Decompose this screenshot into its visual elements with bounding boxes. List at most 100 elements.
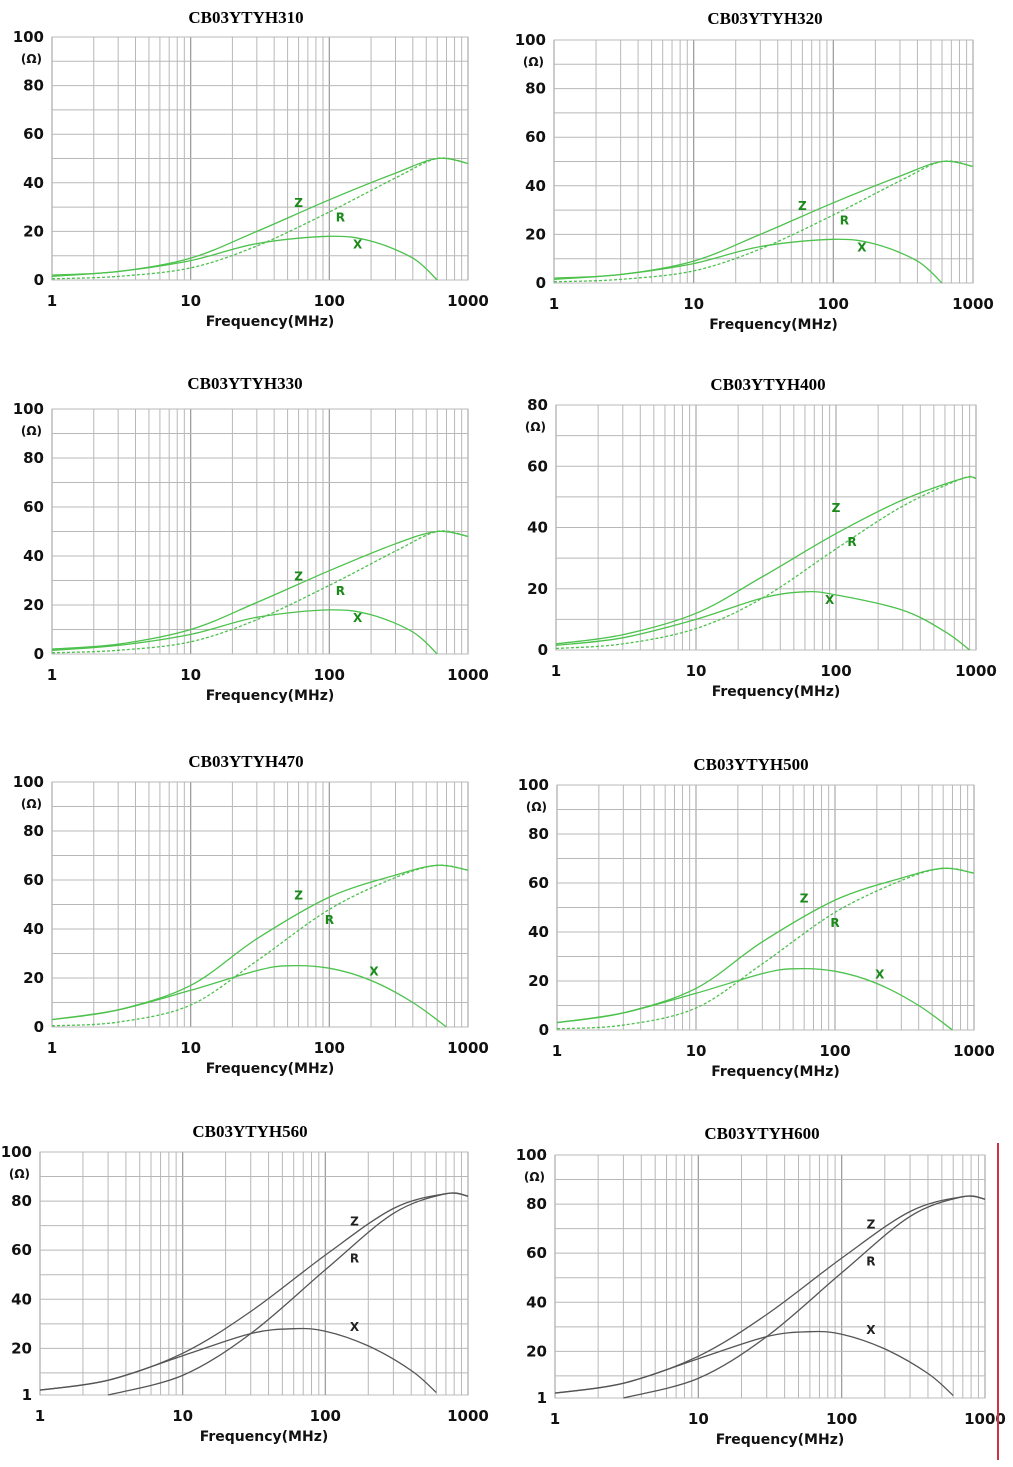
y-tick-label: 80 — [11, 1192, 32, 1210]
chart-8: CB03YTYH600 1 20 40 60 80 100 (Ω) 1 10 100 1000 Freq… — [516, 1124, 1006, 1448]
y-tick-label: 0 — [539, 1021, 549, 1039]
x-tick-label: 100 — [310, 1407, 341, 1425]
y-tick-label: 80 — [23, 77, 44, 95]
x-axis-label: Frequency(MHz) — [711, 1064, 840, 1080]
x-tick-label: 10 — [180, 292, 201, 310]
series-label-z: Z — [294, 570, 303, 584]
y-unit-label: (Ω) — [9, 1167, 30, 1181]
x-axis-label: Frequency(MHz) — [712, 684, 841, 700]
y-tick-label: 1 — [537, 1389, 547, 1407]
x-axis-label: Frequency(MHz) — [206, 1061, 335, 1077]
y-tick-label: 40 — [527, 519, 548, 537]
y-tick-label: 0 — [34, 1018, 44, 1036]
series-line-x — [51, 609, 438, 655]
series-line-x — [51, 964, 447, 1028]
series-label-z: Z — [832, 501, 841, 515]
series-line-r — [51, 530, 469, 654]
x-tick-label: 1 — [549, 295, 559, 313]
x-tick-label: 1000 — [964, 1410, 1006, 1428]
x-tick-label: 10 — [688, 1410, 709, 1428]
chart-title: CB03YTYH330 — [187, 374, 302, 393]
x-tick-label: 1 — [551, 662, 561, 680]
y-tick-label: 80 — [525, 80, 546, 98]
y-tick-label: 40 — [11, 1290, 32, 1308]
series-line-r — [51, 157, 469, 280]
y-tick-label: 0 — [536, 274, 546, 292]
chart-5: CB03YTYH470 0 20 40 60 80 100 (Ω) 1 10 100 1000 Freq… — [13, 752, 489, 1077]
y-tick-label: 60 — [23, 498, 44, 516]
plot-area — [39, 1151, 469, 1396]
series-line-x — [51, 235, 438, 281]
y-tick-label: 40 — [23, 547, 44, 565]
series-label-z: Z — [800, 892, 809, 906]
chart-3: CB03YTYH330 0 20 40 60 80 100 (Ω) 1 10 100 1000 Freq… — [13, 374, 489, 704]
y-tick-label: 40 — [525, 177, 546, 195]
series-label-z: Z — [294, 196, 303, 210]
series-label-r: R — [866, 1254, 875, 1268]
chart-1: CB03YTYH310 0 20 40 60 80 100 (Ω) 1 10 100 1000 Freq… — [13, 8, 489, 330]
x-tick-label: 1 — [47, 292, 57, 310]
y-tick-label: 20 — [23, 596, 44, 614]
x-tick-label: 1000 — [953, 1042, 995, 1060]
chart-title: CB03YTYH400 — [710, 375, 825, 394]
y-tick-label: 60 — [23, 871, 44, 889]
series-label-x: X — [353, 237, 363, 251]
x-tick-label: 1 — [35, 1407, 45, 1425]
series-label-r: R — [336, 584, 345, 598]
x-tick-label: 1000 — [447, 666, 489, 684]
chart-title: CB03YTYH320 — [707, 9, 822, 28]
series-line-r — [553, 160, 974, 283]
y-unit-label: (Ω) — [526, 800, 547, 814]
series-line-x — [554, 1330, 954, 1396]
x-tick-label: 1 — [47, 1039, 57, 1057]
x-tick-label: 10 — [683, 295, 704, 313]
x-tick-label: 1 — [552, 1042, 562, 1060]
y-unit-label: (Ω) — [21, 797, 42, 811]
y-tick-label: 60 — [11, 1241, 32, 1259]
x-axis-label: Frequency(MHz) — [716, 1432, 845, 1448]
y-tick-label: 100 — [13, 28, 44, 46]
series-label-r: R — [325, 913, 334, 927]
y-tick-label: 60 — [528, 874, 549, 892]
y-tick-label: 40 — [23, 920, 44, 938]
chart-title: CB03YTYH310 — [188, 8, 303, 27]
series-line-r — [51, 864, 469, 1027]
x-tick-label: 10 — [686, 662, 707, 680]
chart-4: CB03YTYH400 0 20 40 60 80 (Ω) 1 10 100 1000 Frequen… — [525, 375, 997, 700]
y-tick-label: 100 — [13, 773, 44, 791]
y-tick-label: 20 — [23, 222, 44, 240]
series-label-z: Z — [867, 1218, 876, 1232]
plot-area — [554, 1154, 986, 1399]
series-label-r: R — [847, 535, 856, 549]
series-label-z: Z — [294, 889, 303, 903]
x-tick-label: 100 — [314, 1039, 345, 1057]
x-axis-label: Frequency(MHz) — [206, 688, 335, 704]
y-tick-label: 100 — [518, 776, 549, 794]
y-tick-label: 0 — [538, 641, 548, 659]
series-line-r — [623, 1195, 986, 1399]
x-tick-label: 1000 — [955, 662, 997, 680]
x-tick-label: 1000 — [447, 292, 489, 310]
x-tick-label: 1000 — [447, 1407, 489, 1425]
x-tick-label: 100 — [820, 662, 851, 680]
y-unit-label: (Ω) — [525, 420, 546, 434]
y-tick-label: 60 — [525, 128, 546, 146]
y-tick-label: 0 — [34, 271, 44, 289]
series-label-r: R — [336, 211, 345, 225]
series-line-x — [555, 590, 970, 651]
x-tick-label: 1 — [47, 666, 57, 684]
y-tick-label: 20 — [23, 969, 44, 987]
chart-2: CB03YTYH320 0 20 40 60 80 100 (Ω) 1 10 100 1000 Freq… — [515, 9, 994, 333]
y-tick-label: 100 — [515, 31, 546, 49]
y-tick-label: 100 — [1, 1143, 32, 1161]
x-tick-label: 10 — [172, 1407, 193, 1425]
series-label-x: X — [825, 593, 835, 607]
y-unit-label: (Ω) — [21, 424, 42, 438]
y-tick-label: 80 — [23, 822, 44, 840]
y-tick-label: 0 — [34, 645, 44, 663]
series-line-r — [556, 867, 975, 1030]
series-label-x: X — [350, 1320, 360, 1334]
series-label-r: R — [830, 916, 839, 930]
y-unit-label: (Ω) — [524, 1170, 545, 1184]
